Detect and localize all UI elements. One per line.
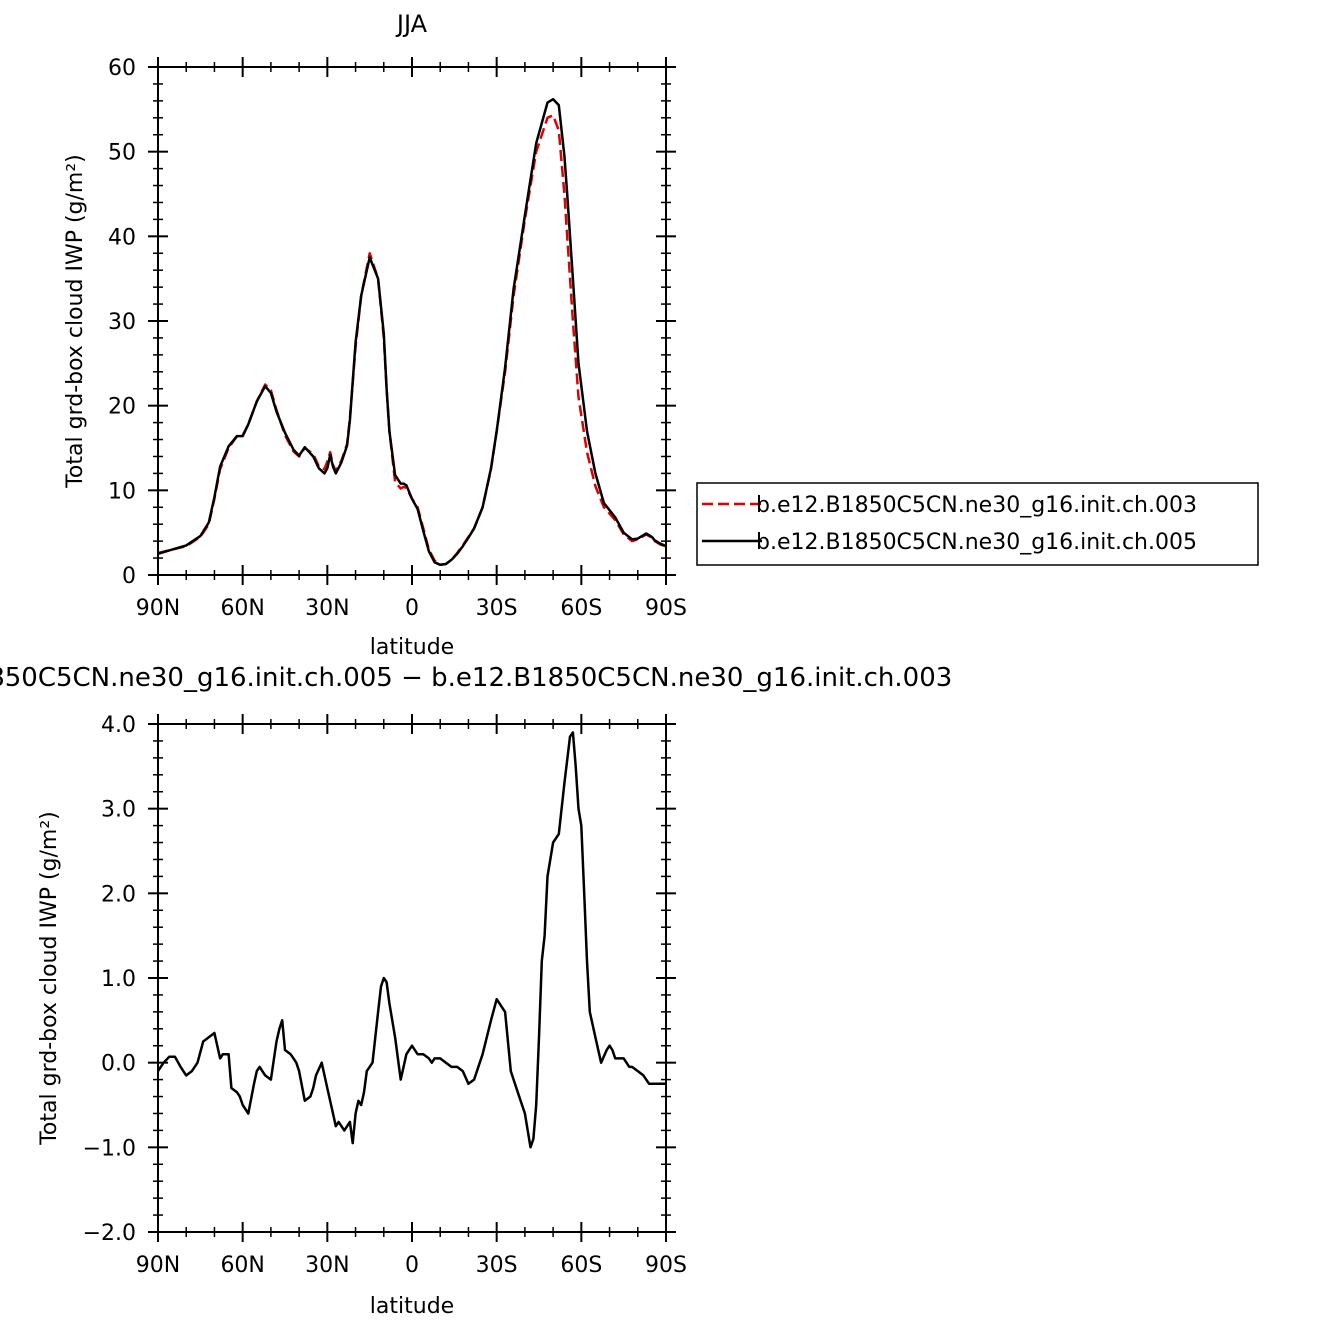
chart-top-xtick-label: 30S bbox=[476, 596, 518, 621]
chart-bottom-xtick-label: 60N bbox=[220, 1253, 264, 1278]
chart-top-ytick-label: 20 bbox=[108, 395, 136, 420]
chart-bottom-xtick-label: 30S bbox=[476, 1253, 518, 1278]
chart-bottom-ytick-label: 4.0 bbox=[101, 713, 136, 738]
chart-top-series-line-2 bbox=[157, 97, 667, 567]
chart-bottom-xlabel: latitude bbox=[370, 1294, 454, 1319]
chart-top-title: JJA bbox=[395, 10, 428, 38]
chart-top-ytick-label: 40 bbox=[108, 225, 136, 250]
chart-top-series bbox=[157, 97, 667, 567]
chart-bottom-frame bbox=[157, 723, 667, 1233]
chart-top-xtick-label: 30N bbox=[305, 596, 349, 621]
chart-top-ytick-label: 0 bbox=[122, 564, 136, 589]
chart-top-xtick-label: 60N bbox=[220, 596, 264, 621]
chart-top-ylabel: Total grd-box cloud IWP (g/m²) bbox=[63, 154, 88, 489]
chart-bottom-ytick-label: −1.0 bbox=[83, 1136, 136, 1161]
chart-bottom-title: b.e12.B1850C5CN.ne30_g16.init.ch.005 − b… bbox=[0, 663, 952, 693]
chart-bottom: b.e12.B1850C5CN.ne30_g16.init.ch.005 − b… bbox=[0, 663, 952, 1319]
chart-bottom-series-line-1 bbox=[156, 731, 666, 1149]
chart-top-ytick-label: 30 bbox=[108, 310, 136, 335]
chart-top-ytick-label: 60 bbox=[108, 56, 136, 81]
chart-top-series-line-1 bbox=[157, 114, 667, 567]
chart-top-ytick-label: 50 bbox=[108, 141, 136, 166]
chart-bottom-ticks: 90N 60N 30N 0 30S 60S 90S −2.0 −1.0 0.0 1.0 2.0 3.0 4… bbox=[83, 713, 687, 1278]
chart-bottom-ytick-label: 1.0 bbox=[101, 967, 136, 992]
chart-bottom-xtick-label: 0 bbox=[405, 1253, 419, 1278]
chart-top-xlabel: latitude bbox=[370, 635, 454, 660]
chart-bottom-xtick-label: 90N bbox=[136, 1253, 180, 1278]
chart-bottom-xtick-label: 90S bbox=[645, 1253, 687, 1278]
chart-bottom-ytick-label: 0.0 bbox=[101, 1052, 136, 1077]
chart-top-xtick-label: 60S bbox=[560, 596, 602, 621]
chart-bottom-series bbox=[156, 731, 666, 1149]
chart-bottom-ylabel: Total grd-box cloud IWP (g/m²) bbox=[37, 811, 62, 1146]
chart-top-xtick-label: 0 bbox=[405, 596, 419, 621]
chart-top-xtick-label: 90S bbox=[645, 596, 687, 621]
chart-top-ytick-label: 10 bbox=[108, 479, 136, 504]
legend: b.e12.B1850C5CN.ne30_g16.init.ch.003 b.e… bbox=[696, 482, 1259, 566]
chart-top-ticks: 90N 60N 30N 0 30S 60S 90S 0 10 20 30 40 50 60 bbox=[108, 56, 687, 621]
legend-label-series-2: b.e12.B1850C5CN.ne30_g16.init.ch.005 bbox=[756, 530, 1197, 555]
chart-top-xtick-label: 90N bbox=[136, 596, 180, 621]
chart-bottom-ytick-label: −2.0 bbox=[83, 1221, 136, 1246]
chart-bottom-xtick-label: 30N bbox=[305, 1253, 349, 1278]
chart-bottom-ytick-label: 3.0 bbox=[101, 798, 136, 823]
chart-top: JJA 90N 60N 30N 0 30S 60S 90S 0 10 20 30 40 50 60 lat… bbox=[63, 10, 1259, 660]
legend-box bbox=[696, 482, 1259, 566]
chart-bottom-xtick-label: 60S bbox=[560, 1253, 602, 1278]
chart-bottom-ytick-label: 2.0 bbox=[101, 882, 136, 907]
legend-label-series-1: b.e12.B1850C5CN.ne30_g16.init.ch.003 bbox=[756, 493, 1197, 518]
